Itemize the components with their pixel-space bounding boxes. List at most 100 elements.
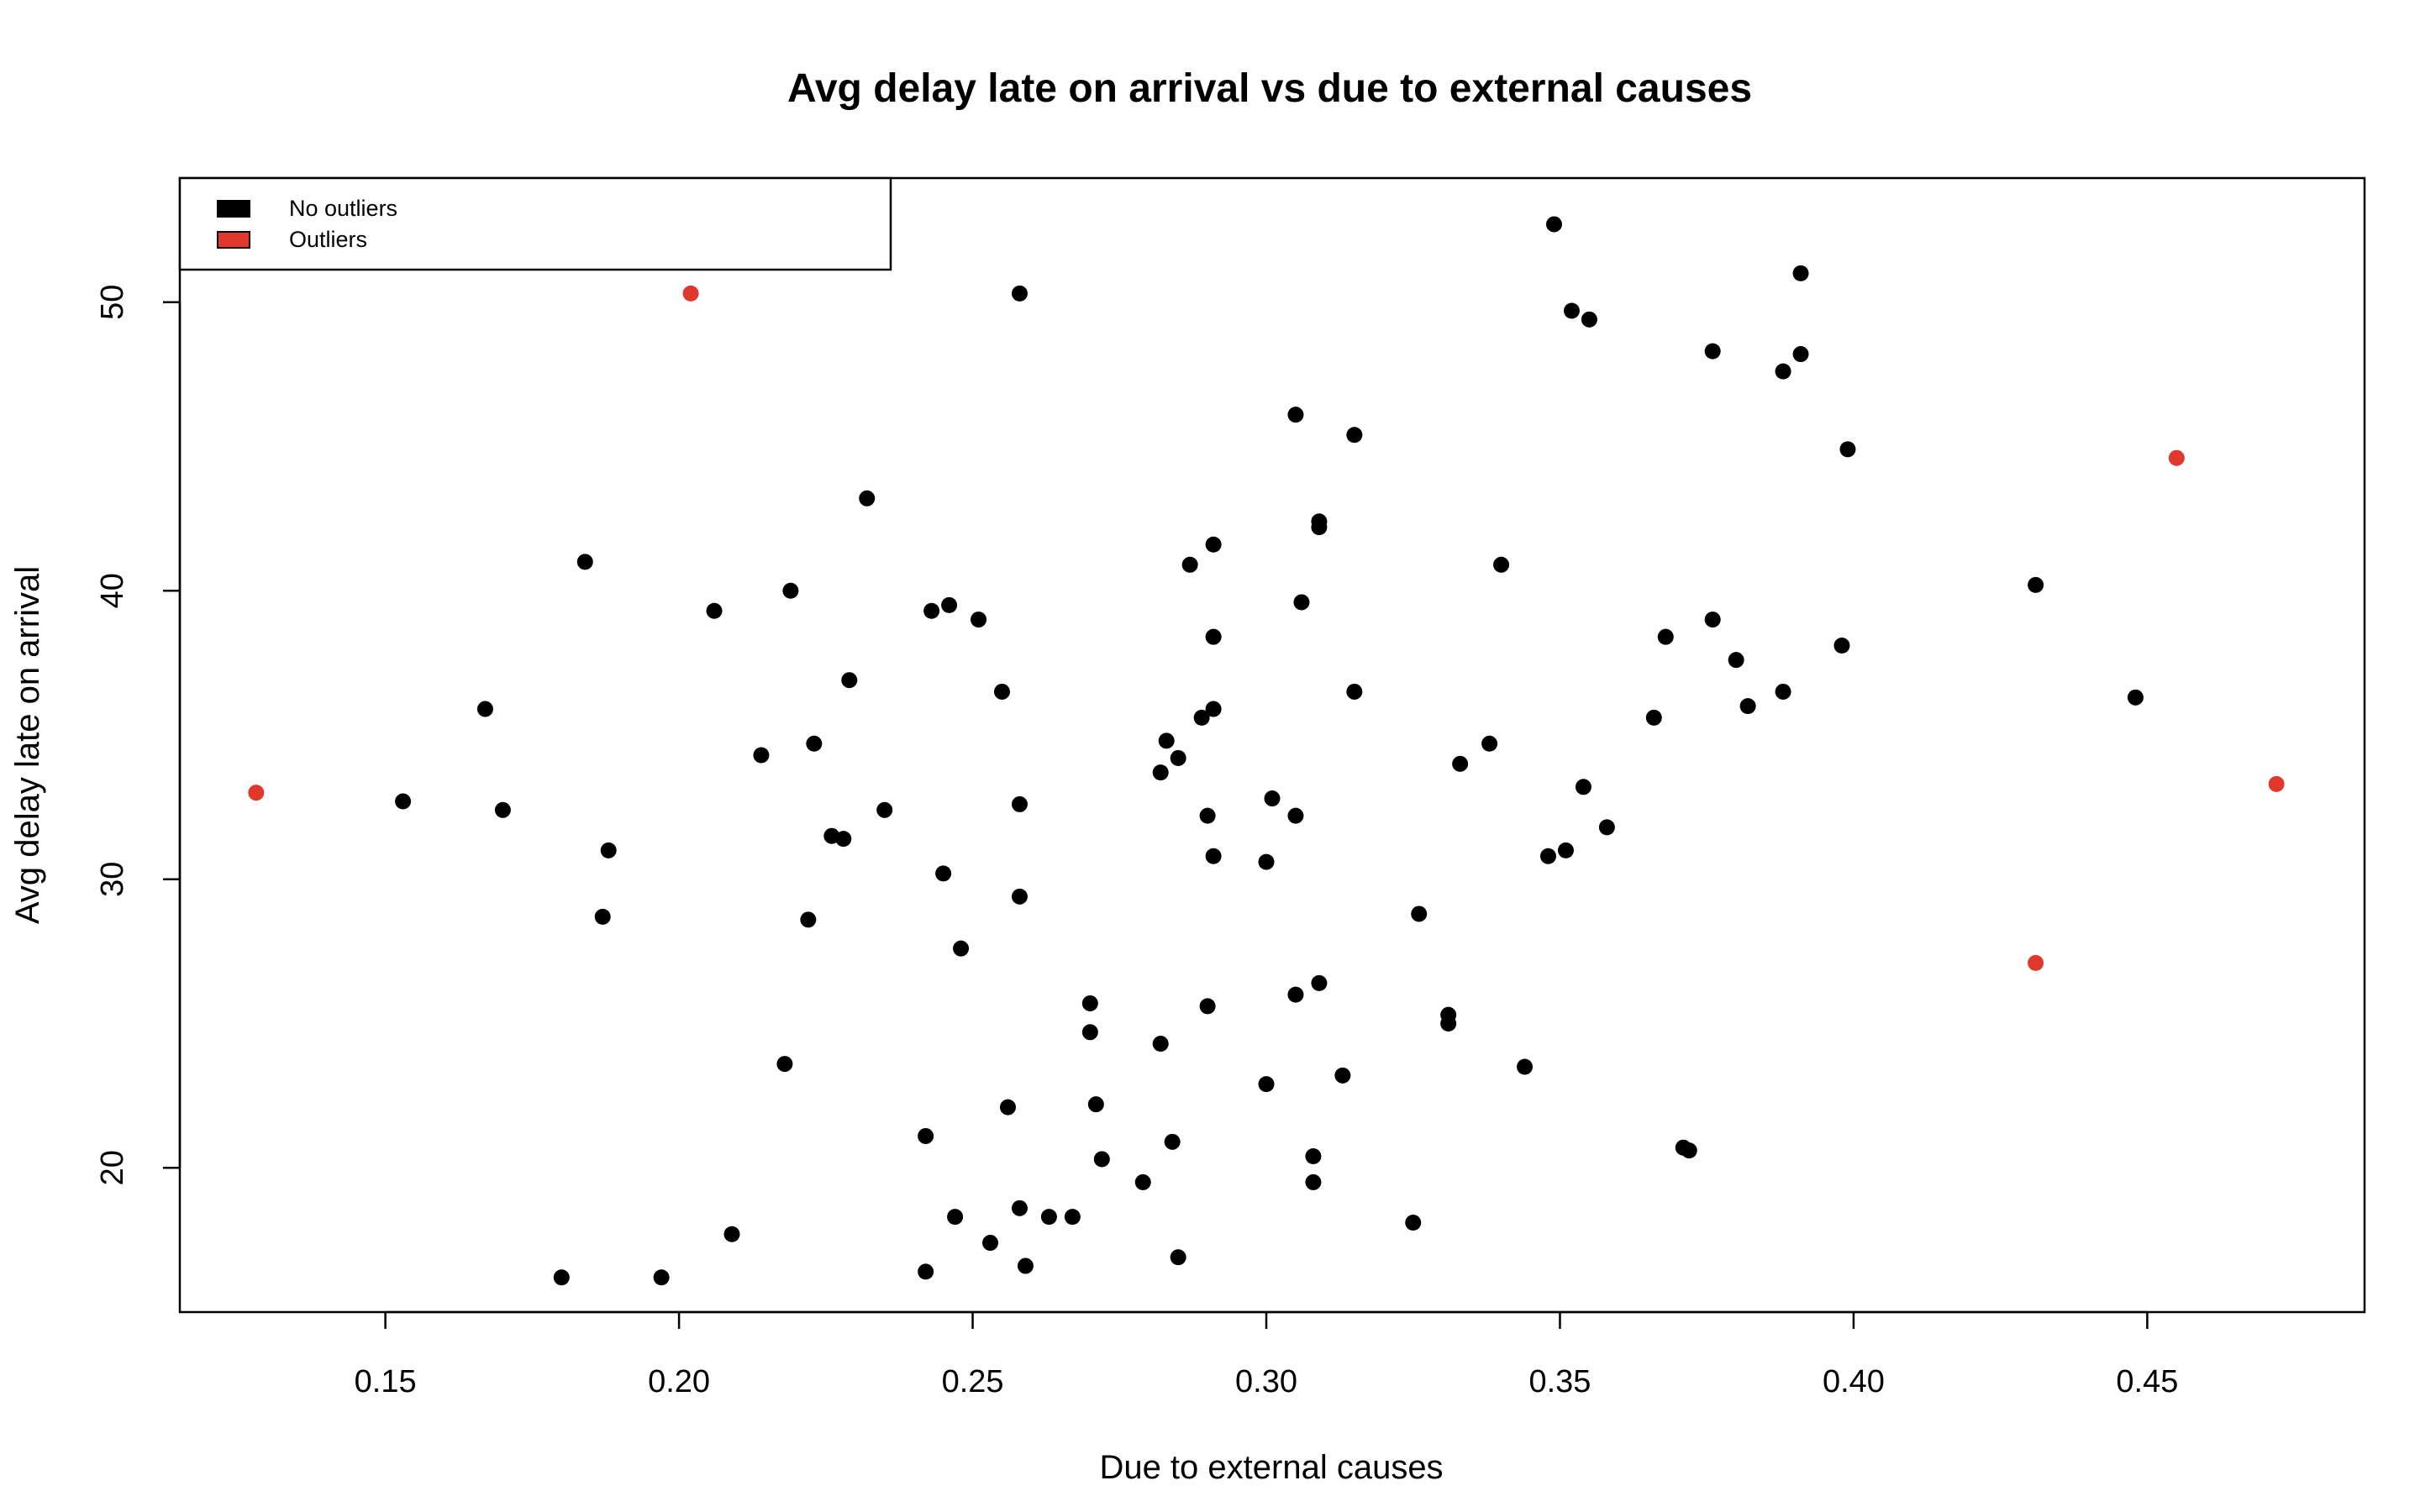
y-tick-label: 20 (95, 1150, 130, 1185)
data-point-no-outliers (1199, 998, 1216, 1015)
data-point-no-outliers (1440, 1015, 1457, 1032)
data-point-no-outliers (1305, 1148, 1322, 1165)
data-point-no-outliers (1152, 764, 1169, 781)
data-point-no-outliers (1581, 311, 1597, 328)
data-point-no-outliers (953, 940, 970, 957)
data-point-no-outliers (1563, 302, 1580, 319)
x-tick-label: 0.30 (1235, 1364, 1297, 1399)
y-tick-label: 30 (95, 862, 130, 897)
data-point-no-outliers (918, 1127, 934, 1144)
data-point-no-outliers (1792, 346, 1809, 363)
data-point-no-outliers (2028, 576, 2044, 593)
data-point-no-outliers (723, 1226, 740, 1242)
data-point-no-outliers (1575, 779, 1591, 795)
data-point-no-outliers (753, 747, 770, 764)
legend-label: No outliers (289, 196, 397, 221)
data-point-no-outliers (1081, 995, 1098, 1011)
legend-label: Outliers (289, 227, 367, 252)
data-point-no-outliers (1011, 1200, 1028, 1216)
legend: No outliers Outliers (178, 176, 892, 271)
data-point-no-outliers (1311, 519, 1328, 536)
data-point-no-outliers (1598, 819, 1615, 836)
data-point-no-outliers (1040, 1209, 1057, 1226)
data-point-no-outliers (1545, 216, 1562, 233)
data-point-outliers (2268, 775, 2285, 792)
data-point-no-outliers (594, 908, 611, 925)
data-point-no-outliers (600, 842, 617, 858)
data-point-no-outliers (1704, 343, 1721, 360)
legend-swatch (217, 200, 250, 218)
data-point-no-outliers (1134, 1173, 1151, 1190)
data-point-no-outliers (835, 831, 852, 848)
data-point-no-outliers (1645, 709, 1662, 726)
data-point-no-outliers (1064, 1209, 1081, 1226)
plot-frame (178, 176, 2366, 1314)
data-point-no-outliers (1346, 427, 1363, 444)
data-point-no-outliers (1775, 363, 1791, 380)
legend-swatch (217, 231, 250, 249)
data-point-no-outliers (1775, 683, 1791, 700)
data-point-no-outliers (1481, 735, 1498, 752)
data-point-no-outliers (971, 612, 987, 628)
data-point-no-outliers (1517, 1058, 1534, 1075)
data-point-no-outliers (776, 1056, 793, 1073)
data-point-no-outliers (1170, 1249, 1186, 1266)
x-tick-label: 0.15 (355, 1364, 417, 1399)
x-tick-label: 0.40 (1823, 1364, 1885, 1399)
data-point-no-outliers (1833, 637, 1850, 654)
data-point-no-outliers (1011, 285, 1028, 302)
data-point-no-outliers (2127, 689, 2144, 706)
data-point-no-outliers (923, 602, 940, 619)
data-point-no-outliers (1728, 652, 1744, 669)
data-point-no-outliers (395, 793, 412, 810)
data-point-no-outliers (1205, 536, 1222, 553)
data-point-no-outliers (1411, 906, 1428, 922)
data-point-no-outliers (1792, 265, 1809, 281)
data-point-no-outliers (1305, 1173, 1322, 1190)
data-point-no-outliers (935, 865, 952, 882)
data-point-no-outliers (999, 1099, 1016, 1116)
data-point-no-outliers (576, 554, 593, 570)
data-points (248, 216, 2285, 1286)
x-tick-label: 0.45 (2116, 1364, 2178, 1399)
data-point-no-outliers (476, 701, 493, 717)
data-point-no-outliers (1293, 594, 1310, 611)
data-point-no-outliers (1011, 795, 1028, 812)
data-point-no-outliers (859, 490, 876, 507)
y-axis-label: Avg delay late on arrival (9, 566, 46, 924)
data-point-no-outliers (1311, 974, 1328, 991)
data-point-no-outliers (1739, 698, 1756, 715)
x-axis-label: Due to external causes (1099, 1449, 1443, 1486)
data-point-no-outliers (1011, 888, 1028, 905)
data-point-no-outliers (1205, 848, 1222, 864)
data-point-no-outliers (941, 596, 958, 613)
data-point-no-outliers (1452, 755, 1469, 772)
data-point-no-outliers (1264, 790, 1281, 807)
data-point-no-outliers (1087, 1096, 1104, 1113)
data-point-no-outliers (1193, 709, 1210, 726)
data-point-no-outliers (782, 582, 799, 599)
data-point-no-outliers (494, 801, 511, 818)
data-point-no-outliers (1681, 1142, 1697, 1159)
data-point-no-outliers (1839, 441, 1856, 458)
data-point-no-outliers (1258, 853, 1275, 870)
data-point-no-outliers (1164, 1133, 1181, 1150)
data-point-no-outliers (1158, 732, 1175, 749)
data-point-outliers (682, 285, 699, 302)
x-axis: 0.15 0.20 0.25 0.30 0.35 0.40 0.45 (355, 1310, 2178, 1399)
data-point-no-outliers (1334, 1067, 1351, 1084)
data-point-no-outliers (1205, 628, 1222, 645)
x-tick-label: 0.20 (648, 1364, 710, 1399)
data-point-no-outliers (706, 602, 723, 619)
data-point-no-outliers (1093, 1151, 1110, 1168)
data-point-no-outliers (993, 683, 1010, 700)
data-point-no-outliers (947, 1209, 964, 1226)
x-tick-label: 0.25 (942, 1364, 1004, 1399)
y-tick-label: 40 (95, 573, 130, 608)
data-point-no-outliers (806, 735, 823, 752)
data-point-no-outliers (1405, 1215, 1422, 1231)
data-point-no-outliers (1657, 628, 1674, 645)
data-point-no-outliers (1199, 807, 1216, 824)
data-point-no-outliers (1287, 807, 1304, 824)
data-point-outliers (248, 785, 265, 801)
